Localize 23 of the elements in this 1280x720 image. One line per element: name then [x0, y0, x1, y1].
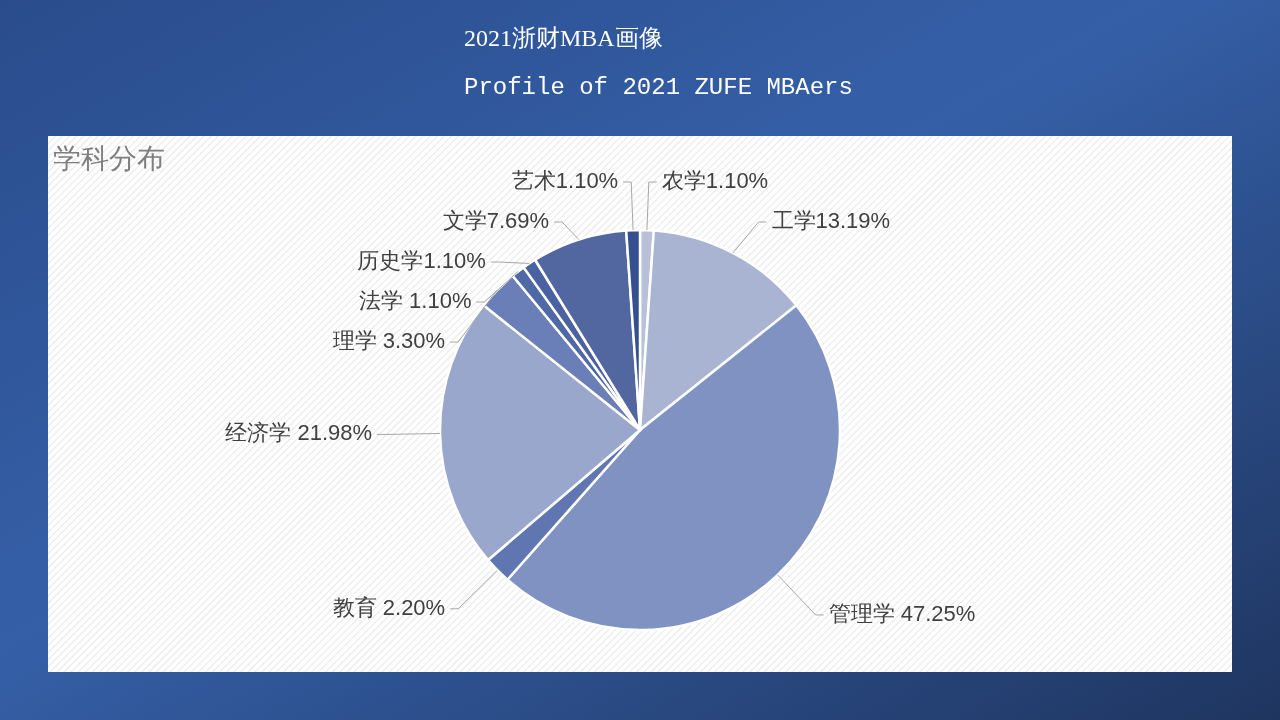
data-label: 1.10%: [402, 287, 472, 313]
data-label: 13.19%: [815, 207, 891, 233]
slice-label: 农学: [661, 167, 706, 193]
slice-label: 教育: [332, 594, 377, 620]
data-label: 21.98%: [291, 420, 373, 446]
data-label: 2.20%: [376, 594, 446, 620]
data-label: 1.10%: [705, 167, 769, 193]
slice-label: 历史学: [357, 247, 424, 273]
data-label: 7.69%: [486, 207, 550, 233]
data-label: 1.10%: [555, 167, 619, 193]
slice-label: 理学: [332, 327, 377, 353]
slice-label: 经济学: [225, 420, 292, 446]
slice-label: 管理学: [828, 600, 895, 626]
slice-label: 艺术: [511, 167, 556, 193]
slice-label: 法学: [358, 287, 403, 313]
chart-title: 学科分布: [53, 143, 165, 174]
text: 2021浙财MBA画像: [464, 25, 663, 51]
slice-label: 文学: [442, 207, 487, 233]
data-label: 3.30%: [376, 327, 446, 353]
slice-label: 工学: [771, 207, 816, 233]
data-label: 47.25%: [894, 600, 976, 626]
data-label: 1.10%: [423, 247, 486, 273]
text: Profile of 2021 ZUFE MBAers: [464, 74, 853, 101]
